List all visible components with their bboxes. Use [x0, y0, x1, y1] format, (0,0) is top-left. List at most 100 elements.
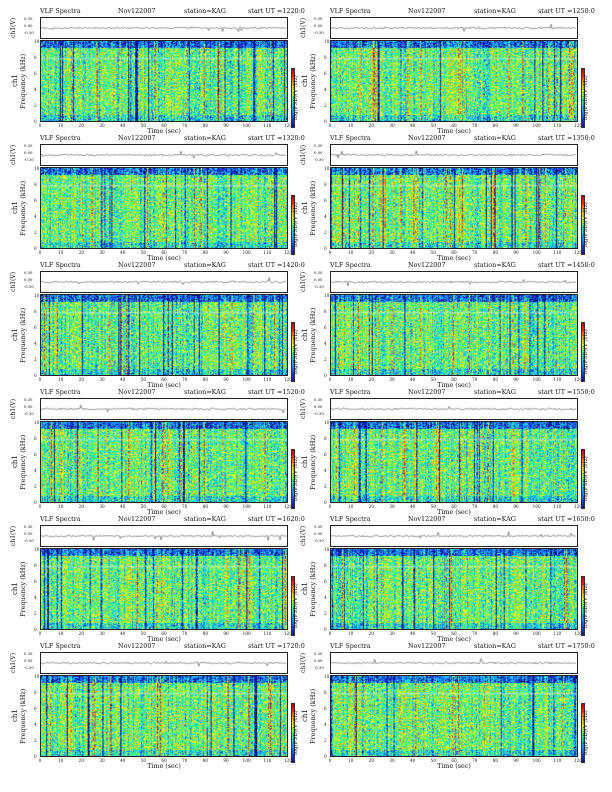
frequency-label: Frequency (kHz)	[19, 561, 27, 617]
time-tick-label: 50	[140, 758, 146, 763]
time-tick-label: 20	[368, 123, 374, 128]
frequency-tick-label: 8	[34, 182, 37, 187]
time-axis-label: Time (sec)	[437, 381, 471, 389]
waveform-tick-label: 0.30	[314, 16, 323, 21]
panel-station: station=KAG	[474, 515, 516, 523]
time-tick-label: 50	[430, 250, 436, 255]
waveform-canvas	[41, 272, 287, 292]
spectrogram-canvas	[41, 549, 287, 629]
time-tick-label: 120	[284, 504, 292, 509]
spectrogram-panel: VLF Spectra Nov122007 station=KAG start UT …	[300, 387, 595, 516]
frequency-tick-label: 8	[324, 55, 327, 60]
time-tick-label: 120	[284, 377, 292, 382]
time-tick-label: 100	[532, 504, 541, 509]
frequency-label: Frequency (kHz)	[19, 688, 27, 744]
time-tick-label: 80	[202, 123, 208, 128]
channel-label: ch1	[11, 328, 19, 342]
waveform-tick-label: 0.00	[314, 531, 323, 536]
time-tick-label: 60	[161, 504, 167, 509]
panel-date: Nov122007	[118, 7, 156, 15]
waveform-y-label: ch1(V)	[10, 144, 17, 165]
time-tick-label: 50	[430, 758, 436, 763]
channel-label: ch1	[301, 74, 309, 88]
time-tick-label: 40	[119, 377, 126, 382]
time-axis-label: Time (sec)	[147, 127, 181, 135]
time-tick-label: 10	[57, 377, 64, 382]
waveform-canvas	[41, 145, 287, 165]
time-tick-label: 20	[368, 504, 374, 509]
channel-label: ch1	[11, 74, 19, 88]
panel-header: VLF Spectra Nov122007 station=KAG start UT …	[300, 387, 595, 397]
frequency-tick-label: 8	[34, 55, 37, 60]
time-axis-label: Time (sec)	[147, 254, 181, 262]
panel-start-ut: start UT =1350:0	[538, 134, 595, 142]
colorbar-label: log(PSD)(V²/Hz)	[293, 329, 299, 375]
panel-title: VLF Spectra	[40, 7, 81, 15]
panel-title: VLF Spectra	[40, 388, 81, 396]
frequency-tick-label: 4	[324, 341, 327, 346]
time-tick-label: 80	[492, 377, 498, 382]
waveform-tick-label: -0.30	[314, 30, 324, 35]
frequency-tick-label: 6	[34, 452, 37, 457]
frequency-tick-label: 4	[34, 341, 37, 346]
time-axis-label: Time (sec)	[437, 762, 471, 770]
time-tick-label: 70	[181, 377, 188, 382]
waveform-tick-label: -0.30	[314, 665, 324, 670]
time-tick-label: 0	[328, 123, 332, 128]
time-axis-label: Time (sec)	[437, 127, 471, 135]
spectrogram-panel: VLF Spectra Nov122007 station=KAG start UT …	[10, 641, 305, 770]
spectrogram-canvas	[331, 168, 577, 248]
waveform-tick-label: -0.30	[24, 30, 34, 35]
panel-header: VLF Spectra Nov122007 station=KAG start UT …	[300, 6, 595, 16]
colorbar-label: log(PSD)(V²/Hz)	[583, 710, 589, 756]
spectrogram-canvas	[41, 422, 287, 502]
frequency-tick-label: 6	[324, 452, 327, 457]
waveform-plot	[40, 525, 288, 547]
channel-label: ch1	[301, 328, 309, 342]
panel-title: VLF Spectra	[330, 261, 371, 269]
panel-start-ut: start UT =1520:0	[248, 388, 305, 396]
frequency-tick-label: 6	[34, 325, 37, 330]
frequency-tick-label: 8	[34, 436, 37, 441]
time-tick-label: 20	[368, 377, 374, 382]
time-tick-label: 80	[202, 377, 208, 382]
channel-label: ch1	[11, 582, 19, 596]
waveform-y-label: ch1(V)	[300, 17, 307, 38]
panel-date: Nov122007	[118, 515, 156, 523]
spectrogram-plot	[40, 675, 288, 757]
spectrogram-plot	[330, 548, 578, 630]
colorbar-label: log(PSD)(V²/Hz)	[583, 456, 589, 502]
time-tick-label: 90	[223, 123, 229, 128]
time-tick-label: 110	[263, 250, 272, 255]
time-tick-label: 20	[78, 758, 84, 763]
frequency-tick-label: 4	[324, 722, 327, 727]
time-tick-label: 100	[532, 250, 541, 255]
waveform-plot	[330, 144, 578, 166]
frequency-tick-label: 0	[324, 246, 327, 251]
time-tick-label: 80	[202, 631, 208, 636]
time-tick-label: 100	[242, 377, 251, 382]
waveform-y-label: ch1(V)	[10, 652, 17, 673]
panel-title: VLF Spectra	[330, 388, 371, 396]
time-tick-label: 20	[78, 504, 84, 509]
frequency-tick-label: 6	[324, 198, 327, 203]
spectrogram-panel: VLF Spectra Nov122007 station=KAG start UT …	[300, 641, 595, 770]
time-tick-label: 30	[99, 377, 105, 382]
time-axis-label: Time (sec)	[437, 508, 471, 516]
time-tick-label: 30	[389, 504, 395, 509]
spectrogram-canvas	[41, 41, 287, 121]
waveform-tick-label: 0.00	[24, 531, 33, 536]
frequency-tick-label: 4	[34, 468, 37, 473]
spectrogram-canvas	[331, 422, 577, 502]
frequency-tick-label: 0	[34, 119, 37, 124]
time-tick-label: 80	[202, 504, 208, 509]
waveform-tick-label: 0.00	[24, 404, 33, 409]
time-tick-label: 80	[202, 758, 208, 763]
panel-station: station=KAG	[184, 134, 226, 142]
frequency-tick-label: 6	[324, 706, 327, 711]
time-tick-label: 90	[513, 504, 519, 509]
time-tick-label: 40	[409, 123, 416, 128]
spectrogram-panel: VLF Spectra Nov122007 station=KAG start UT …	[10, 133, 305, 262]
waveform-tick-label: -0.30	[24, 538, 34, 543]
waveform-tick-label: -0.30	[314, 284, 324, 289]
